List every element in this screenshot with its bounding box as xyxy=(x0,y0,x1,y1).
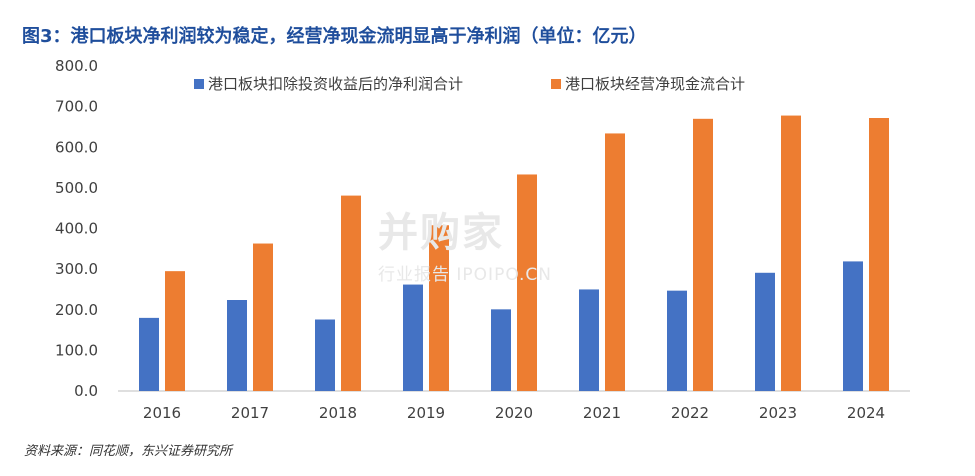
y-tick-label: 100.0 xyxy=(55,341,98,359)
bar-operating-cash-flow xyxy=(429,225,449,391)
x-tick-label: 2018 xyxy=(319,404,357,422)
chart-title: 图3：港口板块净利润较为稳定，经营净现金流明显高于净利润（单位：亿元） xyxy=(22,26,647,47)
x-tick-label: 2023 xyxy=(759,404,797,422)
bar-operating-cash-flow xyxy=(869,118,889,391)
bar-operating-cash-flow xyxy=(781,115,801,391)
y-tick-label: 700.0 xyxy=(55,98,98,116)
bar-net-profit xyxy=(227,300,247,391)
legend-label: 港口板块扣除投资收益后的净利润合计 xyxy=(208,75,463,93)
bar-net-profit xyxy=(491,309,511,391)
y-tick-label: 800.0 xyxy=(55,57,98,75)
x-tick-label: 2016 xyxy=(143,404,181,422)
bar-operating-cash-flow xyxy=(693,118,713,391)
x-axis: 2016 2017 2018 2019 2020 2021 2022 2023 2024 xyxy=(118,390,910,422)
bar-net-profit xyxy=(315,319,335,391)
legend-label: 港口板块经营净现金流合计 xyxy=(565,75,745,93)
bar-operating-cash-flow xyxy=(165,271,185,391)
source-note: 资料来源：同花顺，东兴证券研究所 xyxy=(24,444,233,459)
y-tick-label: 500.0 xyxy=(55,179,98,197)
y-axis: 0.0 100.0 200.0 300.0 400.0 500.0 600.0 700.0 80… xyxy=(55,57,98,400)
bar-net-profit xyxy=(755,272,775,391)
bar-net-profit xyxy=(843,261,863,391)
x-tick-label: 2017 xyxy=(231,404,269,422)
x-tick-label: 2024 xyxy=(847,404,885,422)
bar-operating-cash-flow xyxy=(605,133,625,391)
x-tick-label: 2019 xyxy=(407,404,445,422)
bar-net-profit xyxy=(579,289,599,391)
bar-net-profit xyxy=(139,317,159,391)
y-tick-label: 600.0 xyxy=(55,138,98,156)
x-tick-label: 2021 xyxy=(583,404,621,422)
bar-operating-cash-flow xyxy=(253,243,273,391)
bar-operating-cash-flow xyxy=(341,195,361,391)
x-tick-label: 2020 xyxy=(495,404,533,422)
bar-net-profit xyxy=(403,284,423,391)
bars xyxy=(139,115,889,391)
y-tick-label: 200.0 xyxy=(55,301,98,319)
y-tick-label: 300.0 xyxy=(55,260,98,278)
x-tick-label: 2022 xyxy=(671,404,709,422)
legend: 港口板块扣除投资收益后的净利润合计 港口板块经营净现金流合计 xyxy=(194,75,745,93)
y-tick-label: 0.0 xyxy=(74,382,98,400)
legend-swatch xyxy=(194,79,204,89)
bar-net-profit xyxy=(667,290,687,391)
y-tick-label: 400.0 xyxy=(55,220,98,238)
legend-swatch xyxy=(551,79,561,89)
bar-operating-cash-flow xyxy=(517,174,537,391)
